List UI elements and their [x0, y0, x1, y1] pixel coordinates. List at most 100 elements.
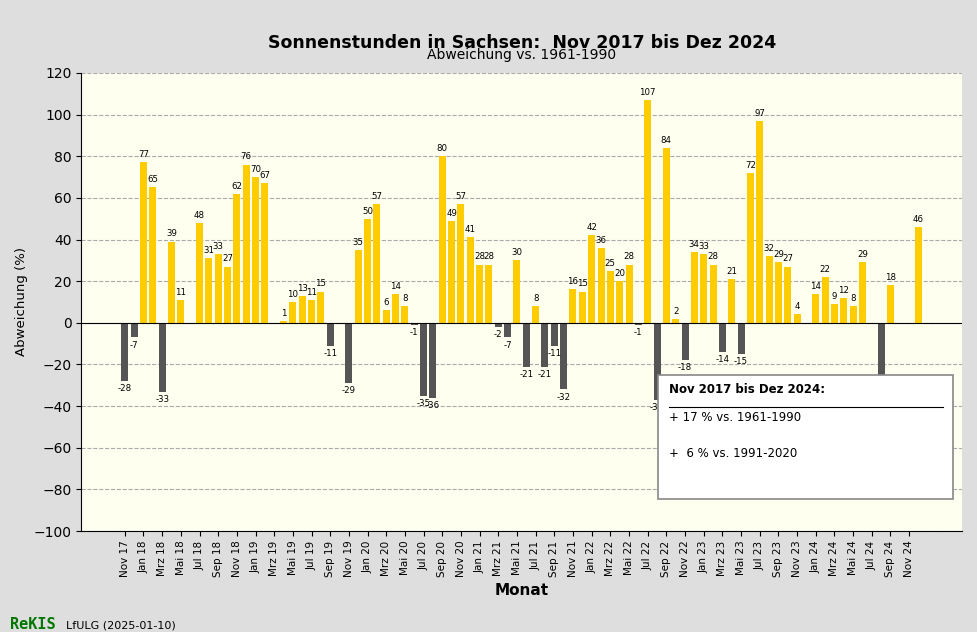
Bar — [616, 281, 623, 323]
Text: 50: 50 — [362, 207, 373, 216]
Bar — [280, 320, 287, 323]
Bar — [793, 315, 800, 323]
Text: 28: 28 — [474, 252, 486, 262]
Text: 36: 36 — [596, 236, 607, 245]
Text: 32: 32 — [764, 244, 775, 253]
Bar — [420, 323, 427, 396]
Text: -27: -27 — [874, 382, 888, 391]
Text: 34: 34 — [689, 240, 700, 249]
Bar — [701, 254, 707, 323]
Bar — [299, 296, 306, 323]
Text: 42: 42 — [586, 223, 597, 232]
Bar — [234, 194, 240, 323]
Bar — [262, 183, 269, 323]
Text: -7: -7 — [130, 341, 139, 349]
Bar — [402, 306, 408, 323]
Bar — [746, 173, 754, 323]
Bar — [467, 238, 474, 323]
Text: -11: -11 — [547, 349, 562, 358]
Text: 72: 72 — [744, 161, 756, 170]
Bar — [654, 323, 660, 400]
Bar — [691, 252, 698, 323]
Text: 31: 31 — [203, 246, 214, 255]
Text: 57: 57 — [371, 192, 382, 201]
Text: -14: -14 — [715, 355, 730, 364]
Text: 11: 11 — [306, 288, 318, 297]
Text: 62: 62 — [232, 181, 242, 191]
Text: 67: 67 — [259, 171, 271, 180]
Bar — [383, 310, 390, 323]
Title: Sonnenstunden in Sachsen:  Nov 2017 bis Dez 2024: Sonnenstunden in Sachsen: Nov 2017 bis D… — [268, 34, 776, 52]
Text: ReKIS: ReKIS — [10, 617, 56, 632]
Text: -35: -35 — [416, 399, 431, 408]
Text: Abweichung vs. 1961-1990: Abweichung vs. 1961-1990 — [427, 47, 616, 61]
Bar — [588, 235, 595, 323]
Bar — [448, 221, 455, 323]
Text: 8: 8 — [403, 294, 407, 303]
Text: 41: 41 — [465, 226, 476, 234]
Text: 27: 27 — [783, 255, 793, 264]
Bar — [121, 323, 128, 381]
Text: 16: 16 — [568, 277, 578, 286]
Bar — [430, 323, 437, 398]
Bar — [682, 323, 689, 360]
Text: 9: 9 — [831, 292, 837, 301]
Bar — [887, 285, 894, 323]
Text: 65: 65 — [148, 175, 158, 185]
Text: -1: -1 — [410, 328, 418, 337]
Bar — [625, 265, 632, 323]
Text: 8: 8 — [532, 294, 538, 303]
Text: 97: 97 — [754, 109, 765, 118]
Text: 70: 70 — [250, 165, 261, 174]
Text: + 17 % vs. 1961-1990: + 17 % vs. 1961-1990 — [668, 411, 801, 425]
Text: -32: -32 — [557, 392, 571, 401]
Bar — [822, 277, 828, 323]
Bar — [728, 279, 736, 323]
Text: 28: 28 — [707, 252, 718, 262]
Text: -36: -36 — [426, 401, 440, 410]
Text: -21: -21 — [519, 370, 533, 379]
Text: 22: 22 — [820, 265, 830, 274]
Bar — [859, 262, 866, 323]
Text: 57: 57 — [455, 192, 466, 201]
Bar — [635, 323, 642, 325]
Bar — [532, 306, 539, 323]
Text: 21: 21 — [726, 267, 738, 276]
Bar — [766, 256, 773, 323]
Text: 39: 39 — [166, 229, 177, 238]
Bar — [364, 219, 371, 323]
FancyBboxPatch shape — [658, 375, 954, 499]
Text: -29: -29 — [342, 386, 356, 395]
Bar — [494, 323, 502, 327]
Text: 20: 20 — [615, 269, 625, 278]
Text: -33: -33 — [155, 394, 169, 404]
Bar — [252, 177, 259, 323]
Text: 27: 27 — [222, 255, 234, 264]
Bar — [215, 254, 222, 323]
Bar — [149, 188, 156, 323]
Text: 18: 18 — [885, 273, 896, 283]
Bar — [551, 323, 558, 346]
Bar — [598, 248, 605, 323]
Text: 1: 1 — [280, 308, 286, 318]
Bar — [560, 323, 568, 389]
Bar — [830, 304, 838, 323]
Text: -21: -21 — [538, 370, 552, 379]
Bar — [205, 258, 212, 323]
Text: -1: -1 — [634, 328, 643, 337]
Bar — [504, 323, 511, 337]
Bar — [775, 262, 782, 323]
Text: 14: 14 — [390, 281, 402, 291]
Text: 107: 107 — [639, 88, 656, 97]
Bar — [373, 204, 380, 323]
Bar — [709, 265, 716, 323]
Text: 35: 35 — [353, 238, 363, 247]
Bar — [877, 323, 884, 379]
Bar — [756, 121, 763, 323]
Text: -37: -37 — [650, 403, 664, 412]
Text: 10: 10 — [287, 290, 298, 299]
Text: 46: 46 — [913, 215, 924, 224]
Text: 25: 25 — [605, 258, 616, 267]
Text: -15: -15 — [734, 357, 748, 366]
Bar — [308, 300, 315, 323]
